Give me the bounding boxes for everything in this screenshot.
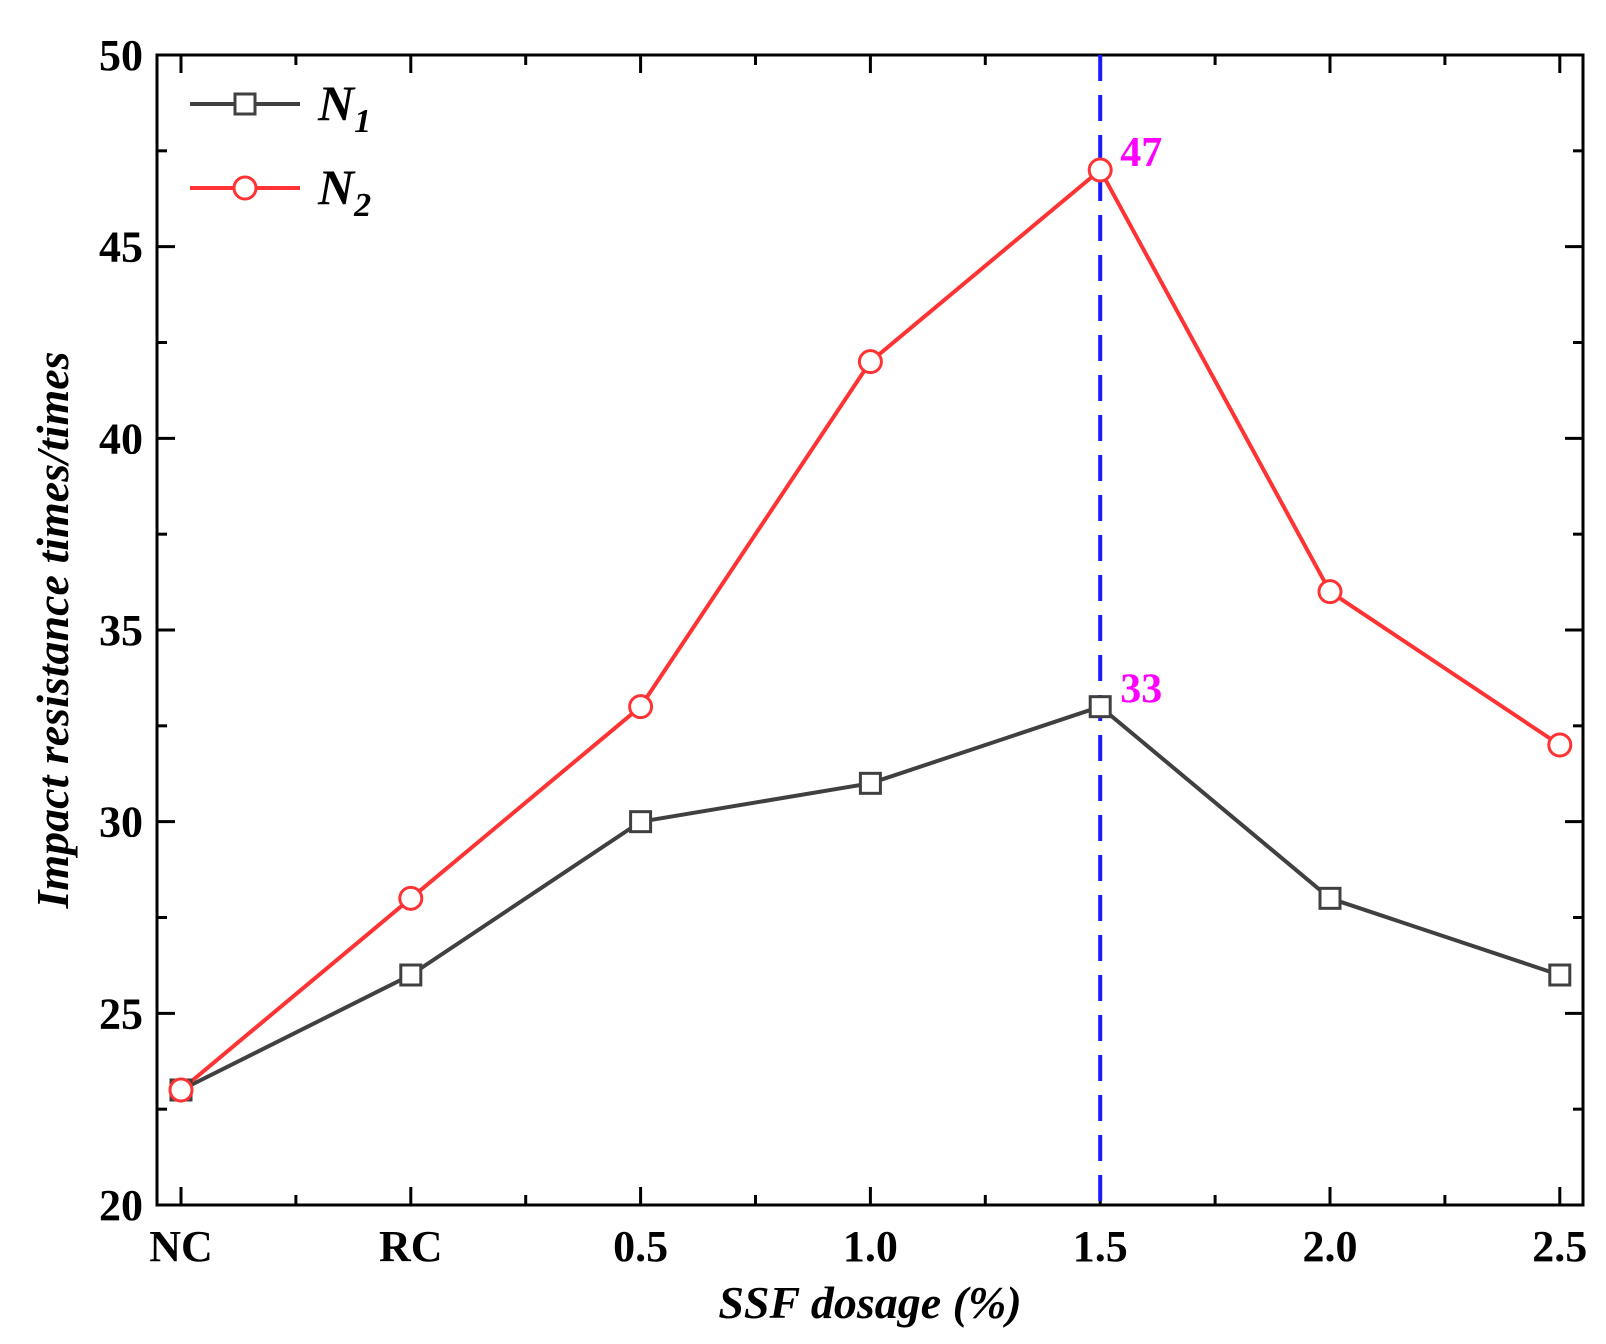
annotation-label: 47 bbox=[1120, 130, 1162, 176]
legend-label-main: N bbox=[317, 159, 356, 215]
data-point-circle bbox=[857, 349, 883, 375]
x-tick-label: 2.0 bbox=[1303, 1222, 1358, 1271]
y-tick-label: 50 bbox=[99, 31, 143, 80]
series-line-N1 bbox=[180, 704, 1561, 1092]
y-tick-label: 40 bbox=[99, 414, 143, 463]
data-point-square bbox=[1548, 963, 1572, 987]
y-axis: 20 25 30 35 40 45 50 bbox=[99, 31, 1583, 1230]
x-tick-label: 1.0 bbox=[843, 1222, 898, 1271]
series-line-N2 bbox=[179, 168, 1561, 1092]
legend-label-subscript: 2 bbox=[353, 187, 371, 224]
legend-label: N1 bbox=[317, 75, 371, 140]
data-point-circle bbox=[1087, 157, 1113, 183]
data-point-circle bbox=[168, 1077, 194, 1103]
data-point-square bbox=[629, 810, 653, 834]
x-tick-label: NC bbox=[149, 1222, 213, 1271]
x-axis-title: SSF dosage (%) bbox=[718, 1277, 1021, 1328]
y-tick-label: 45 bbox=[99, 223, 143, 272]
data-point-circle bbox=[398, 885, 424, 911]
y-tick-label: 35 bbox=[99, 606, 143, 655]
annotation-label: 33 bbox=[1120, 667, 1162, 713]
data-point-circle bbox=[628, 694, 654, 720]
data-point-square bbox=[1318, 886, 1342, 910]
y-tick-label: 25 bbox=[99, 989, 143, 1038]
y-axis-title: Impact resistance times/times bbox=[27, 351, 78, 909]
y-tick-label: 20 bbox=[99, 1181, 143, 1230]
legend-marker-square bbox=[233, 92, 257, 116]
x-tick-label: RC bbox=[379, 1222, 443, 1271]
data-point-circle bbox=[1317, 579, 1343, 605]
data-point-square bbox=[399, 963, 423, 987]
x-axis: NC RC 0.5 1.0 1.5 2.0 2.5 bbox=[149, 55, 1587, 1271]
x-tick-label: 2.5 bbox=[1532, 1222, 1587, 1271]
series-layer bbox=[168, 157, 1573, 1103]
data-point-circle bbox=[1547, 732, 1573, 758]
x-tick-label: 1.5 bbox=[1073, 1222, 1128, 1271]
legend-label-subscript: 1 bbox=[354, 103, 371, 140]
data-point-square bbox=[858, 771, 882, 795]
legend-marker-circle bbox=[232, 175, 258, 201]
legend-label-main: N bbox=[317, 75, 356, 131]
annotations: 47 33 bbox=[1120, 130, 1162, 713]
x-tick-label: 0.5 bbox=[613, 1222, 668, 1271]
plot-frame bbox=[155, 53, 1585, 1207]
legend-label: N2 bbox=[317, 159, 371, 224]
data-point-square bbox=[1088, 695, 1112, 719]
y-tick-label: 30 bbox=[99, 798, 143, 847]
